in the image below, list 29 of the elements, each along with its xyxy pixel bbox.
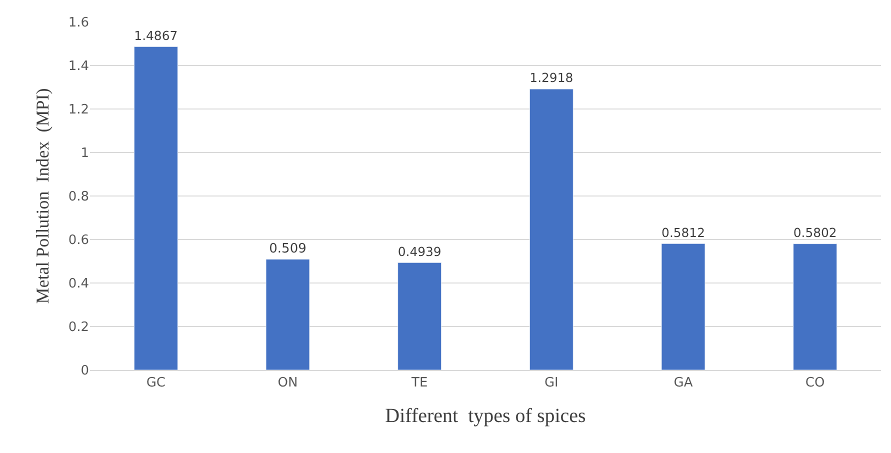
bar — [398, 262, 442, 370]
y-tick-label: 1 — [80, 146, 89, 162]
y-tick-label: 1.6 — [68, 16, 89, 31]
x-tick-label: GA — [674, 376, 693, 391]
y-tick-label: 0.2 — [68, 320, 89, 336]
data-label: 1.2918 — [530, 70, 574, 86]
bar — [793, 244, 838, 370]
y-tick-label: 1.2 — [68, 102, 89, 118]
y-tick-label: 1.4 — [68, 59, 89, 74]
bar — [134, 46, 178, 370]
data-label: 0.5812 — [662, 224, 705, 240]
y-tick-label: 0.8 — [68, 190, 89, 205]
bar — [266, 259, 310, 370]
x-tick-label: ON — [278, 376, 298, 391]
x-axis-title: Different types of spices — [385, 405, 586, 428]
x-tick-label: TE — [410, 376, 428, 391]
data-label: 0.4939 — [398, 244, 442, 259]
data-label: 0.5802 — [793, 224, 837, 240]
y-tick-label: 0.6 — [68, 233, 89, 248]
bar — [661, 243, 706, 370]
x-tick-label: GI — [544, 376, 558, 391]
x-tick-label: GC — [146, 376, 166, 391]
bar — [529, 88, 574, 370]
y-axis-title: Metal Pollution Index (MPI) — [32, 88, 53, 304]
x-tick-label: CO — [805, 376, 825, 391]
y-tick-label: 0 — [80, 364, 89, 379]
y-tick-label: 0.4 — [68, 276, 89, 292]
data-label: 1.4867 — [134, 28, 178, 43]
data-label: 0.509 — [269, 241, 306, 256]
